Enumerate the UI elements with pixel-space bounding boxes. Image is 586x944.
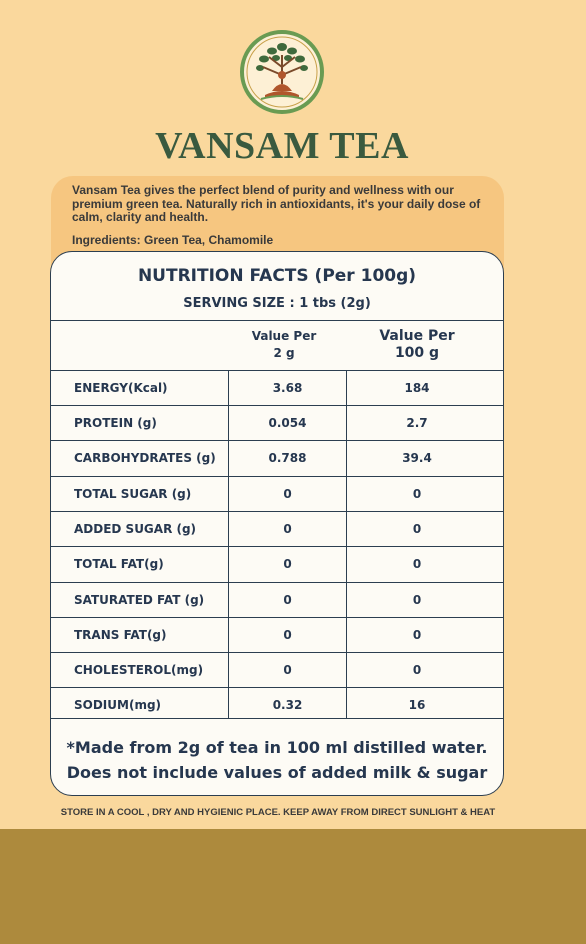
nutrient-label: ENERGY(Kcal) bbox=[74, 381, 168, 395]
value-per-2g: 0.788 bbox=[268, 451, 307, 465]
value-per-2g: 3.68 bbox=[272, 381, 303, 395]
nutrient-label: ADDED SUGAR (g) bbox=[74, 522, 197, 536]
nutrient-label: CHOLESTEROL(mg) bbox=[74, 663, 204, 677]
brand-name: VANSAM TEA bbox=[155, 125, 409, 167]
nutrient-label: SODIUM(mg) bbox=[74, 698, 162, 712]
nutrition-title: NUTRITION FACTS (Per 100g) bbox=[137, 266, 417, 286]
table-row: TRANS FAT(g) 0 0 bbox=[51, 617, 503, 652]
value-per-2g: 0.32 bbox=[272, 698, 303, 712]
table-row: ENERGY(Kcal) 3.68 184 bbox=[51, 370, 503, 405]
value-per-100g: 39.4 bbox=[402, 451, 432, 465]
row-divider bbox=[51, 476, 503, 477]
row-divider bbox=[51, 511, 503, 512]
table-row: TOTAL FAT(g) 0 0 bbox=[51, 546, 503, 581]
column-divider bbox=[346, 370, 347, 718]
value-per-2g: 0 bbox=[283, 628, 292, 642]
value-per-100g: 0 bbox=[412, 663, 422, 677]
column-header-100g: Value Per 100 g bbox=[379, 328, 455, 361]
nutrition-facts-panel: NUTRITION FACTS (Per 100g) SERVING SIZE … bbox=[50, 251, 504, 796]
table-row: ADDED SUGAR (g) 0 0 bbox=[51, 511, 503, 546]
value-per-2g: 0.054 bbox=[268, 416, 307, 430]
row-divider bbox=[51, 405, 503, 406]
serving-size: SERVING SIZE : 1 tbs (2g) bbox=[183, 296, 371, 311]
nutrient-label: PROTEIN (g) bbox=[74, 416, 157, 430]
row-divider bbox=[51, 582, 503, 583]
row-divider bbox=[51, 440, 503, 441]
table-row: TOTAL SUGAR (g) 0 0 bbox=[51, 476, 503, 511]
bottom-band bbox=[0, 829, 586, 944]
row-divider bbox=[51, 687, 503, 688]
nutrient-label: TOTAL SUGAR (g) bbox=[74, 487, 192, 501]
divider bbox=[51, 320, 503, 321]
value-per-100g: 184 bbox=[404, 381, 430, 395]
value-per-100g: 0 bbox=[412, 557, 422, 571]
nutrient-label: SATURATED FAT (g) bbox=[74, 593, 205, 607]
value-per-100g: 2.7 bbox=[406, 416, 428, 430]
value-per-2g: 0 bbox=[283, 593, 292, 607]
value-per-100g: 0 bbox=[412, 487, 422, 501]
value-per-100g: 0 bbox=[412, 522, 422, 536]
row-divider bbox=[51, 617, 503, 618]
nutrient-label: TRANS FAT(g) bbox=[74, 628, 167, 642]
value-per-100g: 0 bbox=[412, 628, 422, 642]
divider bbox=[51, 718, 503, 719]
tree-meditation-logo-icon bbox=[240, 30, 324, 114]
value-per-2g: 0 bbox=[283, 663, 292, 677]
ingredients-text: Ingredients: Green Tea, Chamomile bbox=[72, 233, 274, 247]
product-description: Vansam Tea gives the perfect blend of pu… bbox=[72, 183, 481, 224]
nutrient-label: CARBOHYDRATES (g) bbox=[74, 451, 216, 465]
value-per-2g: 0 bbox=[283, 522, 292, 536]
table-row: SODIUM(mg) 0.32 16 bbox=[51, 687, 503, 722]
note-line-1: *Made from 2g of tea in 100 ml distilled… bbox=[66, 738, 488, 757]
row-divider bbox=[51, 370, 503, 371]
nutrient-label: TOTAL FAT(g) bbox=[74, 557, 164, 571]
value-per-2g: 0 bbox=[283, 557, 292, 571]
value-per-2g: 0 bbox=[283, 487, 292, 501]
row-divider bbox=[51, 546, 503, 547]
value-per-100g: 16 bbox=[408, 698, 426, 712]
row-divider bbox=[51, 652, 503, 653]
preparation-note: *Made from 2g of tea in 100 ml distilled… bbox=[51, 735, 503, 785]
value-per-100g: 0 bbox=[412, 593, 422, 607]
column-divider bbox=[228, 370, 229, 718]
table-row: CHOLESTEROL(mg) 0 0 bbox=[51, 652, 503, 687]
table-row: SATURATED FAT (g) 0 0 bbox=[51, 582, 503, 617]
note-line-2: Does not include values of added milk & … bbox=[66, 763, 488, 782]
table-row: CARBOHYDRATES (g) 0.788 39.4 bbox=[51, 440, 503, 475]
column-header-2g: Value Per 2 g bbox=[251, 329, 317, 360]
storage-instructions: STORE IN A COOL , DRY AND HYGIENIC PLACE… bbox=[60, 807, 496, 818]
table-row: PROTEIN (g) 0.054 2.7 bbox=[51, 405, 503, 440]
